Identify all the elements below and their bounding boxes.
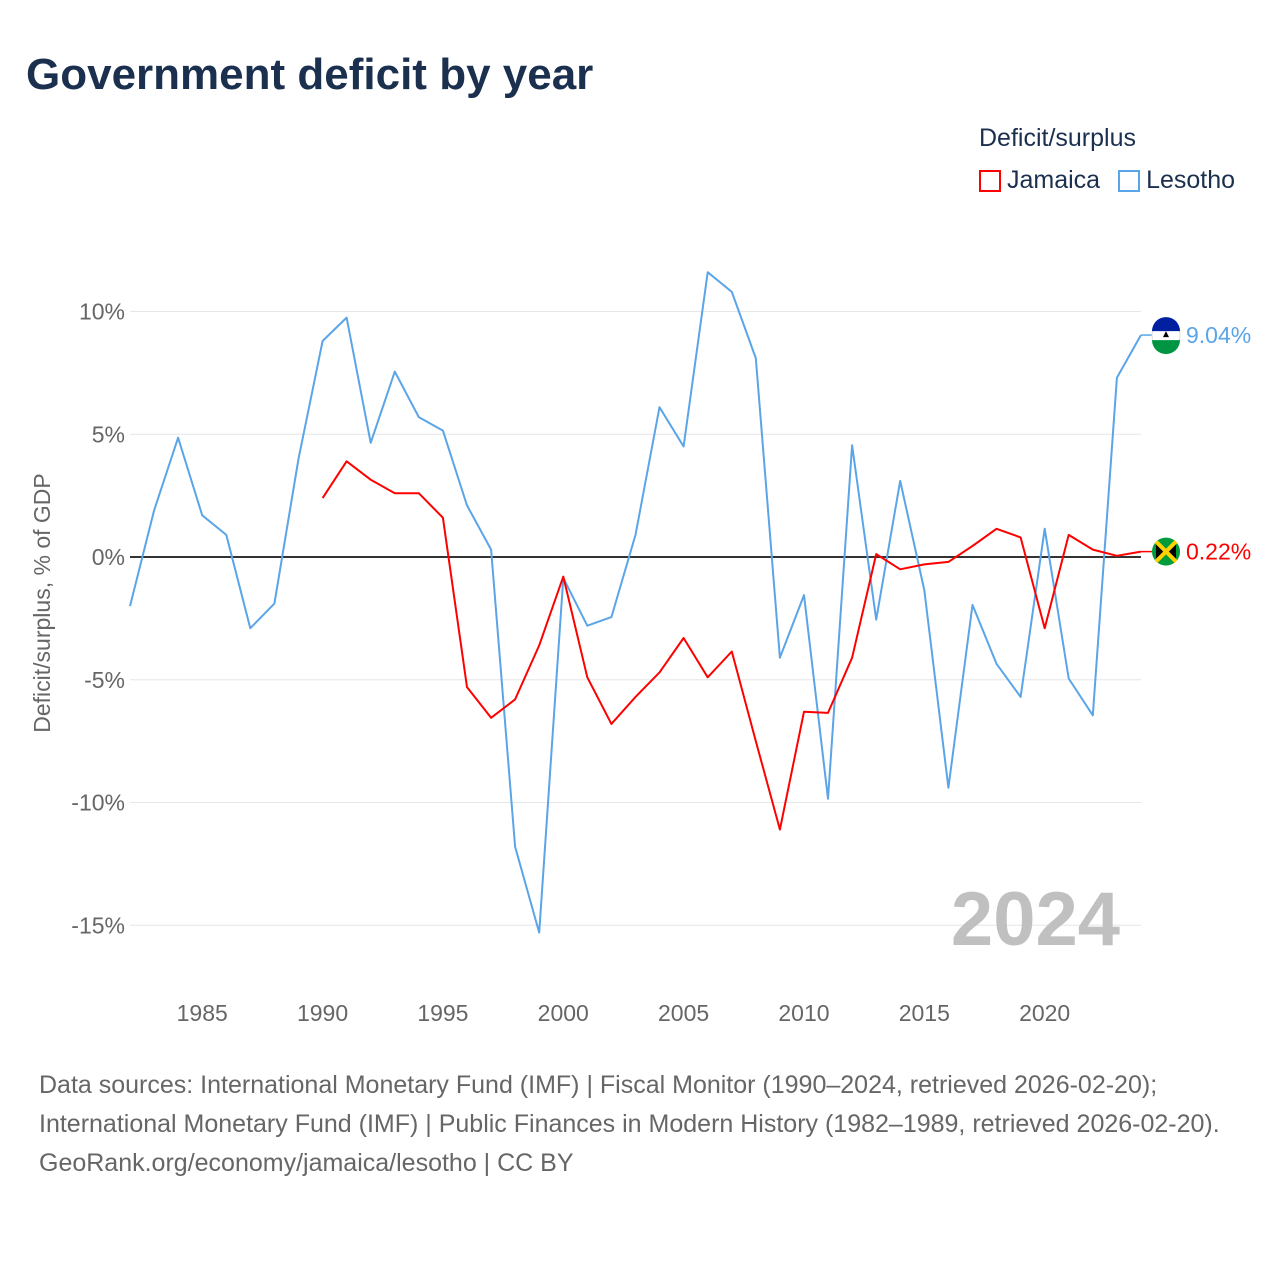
x-tick-label: 1990 [297,1000,348,1026]
x-tick-label: 2000 [538,1000,589,1026]
end-value-label-lesotho: 9.04% [1186,322,1251,348]
y-tick-label: 10% [79,299,125,325]
y-tick-label: -10% [71,790,125,816]
legend-label: Jamaica [1007,166,1101,194]
legend-swatch-jamaica [979,169,1001,192]
legend: Jamaica Lesotho [979,166,1235,195]
y-tick-label: -15% [71,912,125,938]
y-tick-label: -5% [84,667,125,693]
series-line-lesotho [129,271,1142,934]
y-tick-label: 0% [92,544,125,570]
x-tick-label: 2010 [778,1000,829,1026]
x-tick-label: 2020 [1019,1000,1070,1026]
x-tick-label: 1995 [417,1000,468,1026]
legend-swatch-lesotho [1118,169,1141,192]
footer: Data sources: International Monetary Fun… [39,1066,1239,1183]
flag-hat [1163,331,1169,338]
end-value-label-jamaica: 0.22% [1186,539,1251,565]
flag-saltire [1154,540,1178,564]
data-sources: Data sources: International Monetary Fun… [39,1071,1220,1138]
y-tick-label: 5% [92,421,125,447]
flag-stripe-blue [1152,317,1181,332]
credit-link[interactable]: GeoRank.org/economy/jamaica/lesotho | CC… [39,1149,574,1177]
legend-label: Lesotho [1146,166,1236,194]
x-tick-label: 2005 [658,1000,709,1026]
year-watermark: 2024 [951,877,1120,962]
y-axis-label: Deficit/surplus, % of GDP [29,473,55,732]
x-tick-label: 2015 [899,1000,950,1026]
legend-item-lesotho[interactable]: Lesotho [1118,166,1235,195]
flag-stripe-green [1152,340,1181,355]
legend-title: Deficit/surplus [979,124,1136,152]
x-tick-label: 1985 [177,1000,228,1026]
series-line-jamaica [321,460,1142,831]
legend-item-jamaica[interactable]: Jamaica [979,166,1100,195]
chart-title: Government deficit by year [26,50,594,99]
